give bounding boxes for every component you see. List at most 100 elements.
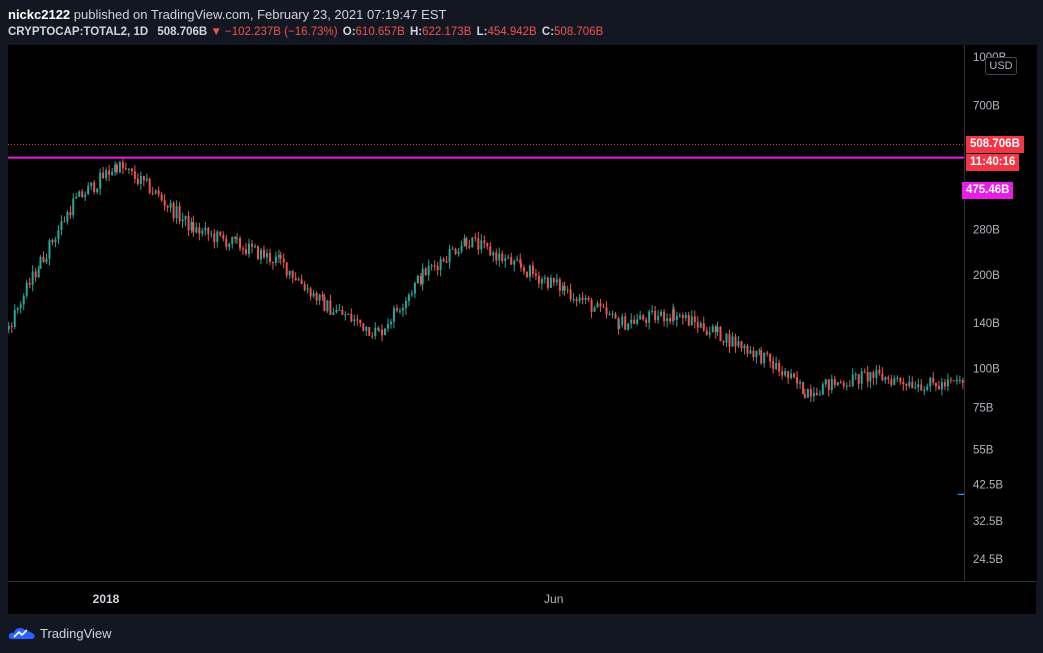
candle-body xyxy=(288,270,291,276)
candle-body xyxy=(463,238,466,246)
candle-body xyxy=(519,263,522,268)
candle-body xyxy=(242,248,245,250)
price-tick-label: 32.5B xyxy=(973,516,1003,528)
time-axis[interactable]: 2018Jun2019Jun2020Jun2021Jun xyxy=(8,581,1036,614)
candle-body xyxy=(115,164,118,173)
candle-body xyxy=(781,371,784,376)
candle-body xyxy=(946,379,949,387)
candle-body xyxy=(114,164,117,173)
price-axis[interactable]: 1000B700B280B200B140B100B75B55B42.5B32.5… xyxy=(964,45,1037,581)
candle-body xyxy=(525,271,528,277)
candle-body xyxy=(142,175,145,181)
chart-pane[interactable] xyxy=(0,45,1043,581)
candle-body xyxy=(93,182,96,193)
candle-body xyxy=(714,326,717,332)
candle-body xyxy=(151,193,154,195)
candle-body xyxy=(590,299,593,312)
candle-body xyxy=(427,265,430,276)
candle-body xyxy=(265,253,268,258)
candle-body xyxy=(766,352,769,354)
candle-body xyxy=(608,313,611,315)
candle-body xyxy=(187,215,190,231)
candle-body xyxy=(923,390,926,392)
price-tick-label: 42.5B xyxy=(973,479,1003,491)
candle-body xyxy=(611,313,614,315)
candle-body xyxy=(231,236,234,244)
candle-body xyxy=(332,312,335,315)
candle-body xyxy=(172,202,175,219)
candle-body xyxy=(204,227,207,231)
candle-body xyxy=(457,251,460,254)
candle-body xyxy=(746,345,749,354)
candle-body xyxy=(510,257,513,265)
candle-body xyxy=(725,333,728,343)
username[interactable]: nickc2122 xyxy=(8,7,71,22)
candle-body xyxy=(563,285,566,291)
candle-body xyxy=(148,178,151,194)
currency-badge[interactable]: USD xyxy=(985,57,1017,75)
candle-body xyxy=(552,277,555,283)
candle-body xyxy=(421,268,424,285)
candle-body xyxy=(63,221,66,223)
candle-body xyxy=(262,249,265,258)
candle-body xyxy=(471,237,474,248)
candle-body xyxy=(201,230,204,234)
candle-body xyxy=(498,253,501,261)
candle-body xyxy=(893,378,896,385)
candle-body xyxy=(827,379,830,390)
candle-body xyxy=(34,271,37,278)
candle-body xyxy=(740,341,743,349)
candle-body xyxy=(596,303,599,308)
candle-body xyxy=(315,292,318,301)
published-text: published on TradingView.com, February 2… xyxy=(70,7,447,22)
candle-body xyxy=(812,392,815,397)
time-tick-label: 2018 xyxy=(93,592,120,606)
candle-body xyxy=(108,170,111,175)
candle-body xyxy=(454,248,457,254)
candle-body xyxy=(507,257,510,259)
candle-body xyxy=(383,328,386,336)
candle-body xyxy=(207,227,210,235)
candle-body xyxy=(845,385,848,387)
candle-body xyxy=(605,307,608,315)
candle-body xyxy=(157,190,160,195)
candle-body xyxy=(54,239,57,243)
candle-body xyxy=(669,318,672,322)
low-label: L: xyxy=(476,26,488,38)
low-value: 454.942B xyxy=(487,26,537,38)
candle-body xyxy=(154,190,157,194)
candle-body xyxy=(359,319,362,324)
candle-body xyxy=(216,231,219,243)
candle-body xyxy=(256,246,259,260)
symbol-label[interactable]: CRYPTOCAP:TOTAL2, 1D xyxy=(8,26,149,38)
candle-body xyxy=(802,381,805,394)
candle-body xyxy=(309,288,312,297)
candle-body xyxy=(937,386,940,390)
candle-body xyxy=(806,389,809,398)
candle-body xyxy=(19,304,22,308)
price-plot[interactable] xyxy=(0,45,1043,581)
candle-body xyxy=(279,255,282,259)
candle-body xyxy=(160,194,163,201)
candle-body xyxy=(271,261,274,264)
tradingview-logo[interactable]: TradingView xyxy=(8,625,112,641)
candle-body xyxy=(175,206,178,219)
candle-body xyxy=(833,379,836,386)
candle-body xyxy=(617,318,620,329)
price-tick-label: 75B xyxy=(973,403,994,415)
candle-body xyxy=(566,289,569,291)
candle-body xyxy=(809,389,812,397)
candle-body xyxy=(51,239,54,243)
candle-body xyxy=(75,196,78,199)
price-axis-labels: 1000B700B280B200B140B100B75B55B42.5B32.5… xyxy=(973,52,1007,566)
candle-body xyxy=(687,314,690,326)
candle-body xyxy=(793,373,796,378)
candle-body xyxy=(534,273,537,276)
brand-name: TradingView xyxy=(40,625,112,641)
candle-body xyxy=(869,372,872,382)
candle-body xyxy=(752,350,755,358)
candle-body xyxy=(504,258,507,261)
candle-body xyxy=(929,377,932,387)
candle-body xyxy=(225,238,228,248)
candle-body xyxy=(926,386,929,391)
